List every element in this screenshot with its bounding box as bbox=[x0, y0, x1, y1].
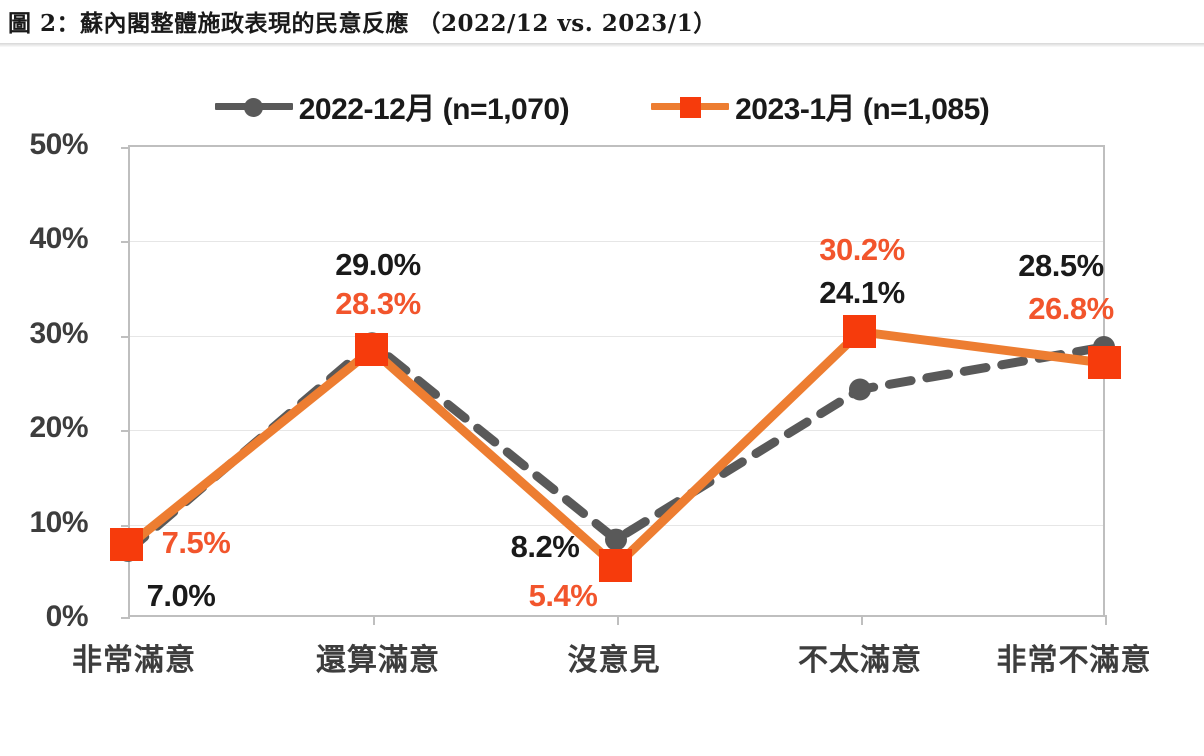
xtick-4 bbox=[1105, 615, 1107, 625]
xlabel-fairly-satisfied: 還算滿意 bbox=[316, 644, 440, 677]
gridline-10 bbox=[130, 524, 1103, 526]
datalabel-orange-5: 26.8% bbox=[1028, 291, 1114, 326]
datalabel-gray-5: 28.5% bbox=[1018, 248, 1104, 283]
datalabel-gray-3: 8.2% bbox=[510, 529, 580, 564]
legend-label-2022-12: 2022-12月 (n=1,070) bbox=[298, 93, 570, 126]
gridline-20 bbox=[130, 430, 1103, 432]
datalabel-orange-2: 28.3% bbox=[335, 286, 421, 321]
ytick-label-50: 50% bbox=[29, 128, 88, 161]
datalabel-orange-3: 5.4% bbox=[528, 578, 598, 613]
datalabel-orange-4: 30.2% bbox=[819, 232, 905, 267]
circle-marker-icon bbox=[243, 98, 263, 117]
legend-item-2022-12[interactable]: 2022-12月 (n=1,070) bbox=[214, 84, 570, 128]
gridline-30 bbox=[130, 335, 1103, 337]
square-marker-icon bbox=[680, 97, 702, 118]
chart-legend: 2022-12月 (n=1,070) 2023-1月 (n=1,085) bbox=[0, 83, 1204, 129]
title-bar: 圖 2：蘇內閣整體施政表現的民意反應 （2022/12 vs. 2023/1） bbox=[0, 0, 1204, 42]
datalabel-gray-1: 7.0% bbox=[146, 578, 216, 613]
ytick-label-0: 0% bbox=[45, 600, 89, 633]
xtick-2 bbox=[617, 615, 619, 625]
legend-key-orange bbox=[651, 93, 730, 119]
title-divider bbox=[0, 43, 1204, 47]
legend-item-2023-1[interactable]: 2023-1月 (n=1,085) bbox=[651, 84, 990, 128]
datalabel-gray-4: 24.1% bbox=[819, 275, 905, 310]
datalabel-gray-2: 29.0% bbox=[335, 247, 421, 282]
legend-label-2023-1: 2023-1月 (n=1,085) bbox=[735, 93, 990, 126]
gridline-40 bbox=[130, 241, 1103, 243]
xlabel-no-opinion: 沒意見 bbox=[567, 644, 661, 677]
xlabel-not-very-satisfied: 不太滿意 bbox=[798, 644, 922, 677]
page-title: 圖 2：蘇內閣整體施政表現的民意反應 （2022/12 vs. 2023/1） bbox=[8, 10, 717, 37]
ytick-label-40: 40% bbox=[29, 222, 88, 256]
datalabel-orange-1: 7.5% bbox=[161, 525, 231, 560]
ytick-label-10: 10% bbox=[29, 505, 88, 539]
chart-container: 2022-12月 (n=1,070) 2023-1月 (n=1,085) 0% … bbox=[0, 47, 1204, 756]
xtick-1 bbox=[373, 615, 375, 625]
legend-key-gray bbox=[214, 93, 293, 119]
xlabel-very-dissatisfied: 非常不滿意 bbox=[996, 644, 1152, 677]
plot-area bbox=[121, 145, 1107, 625]
ytick-label-30: 30% bbox=[29, 316, 88, 350]
xtick-3 bbox=[861, 615, 863, 625]
xlabel-very-satisfied: 非常滿意 bbox=[72, 644, 196, 677]
ytick-label-20: 20% bbox=[29, 411, 88, 445]
